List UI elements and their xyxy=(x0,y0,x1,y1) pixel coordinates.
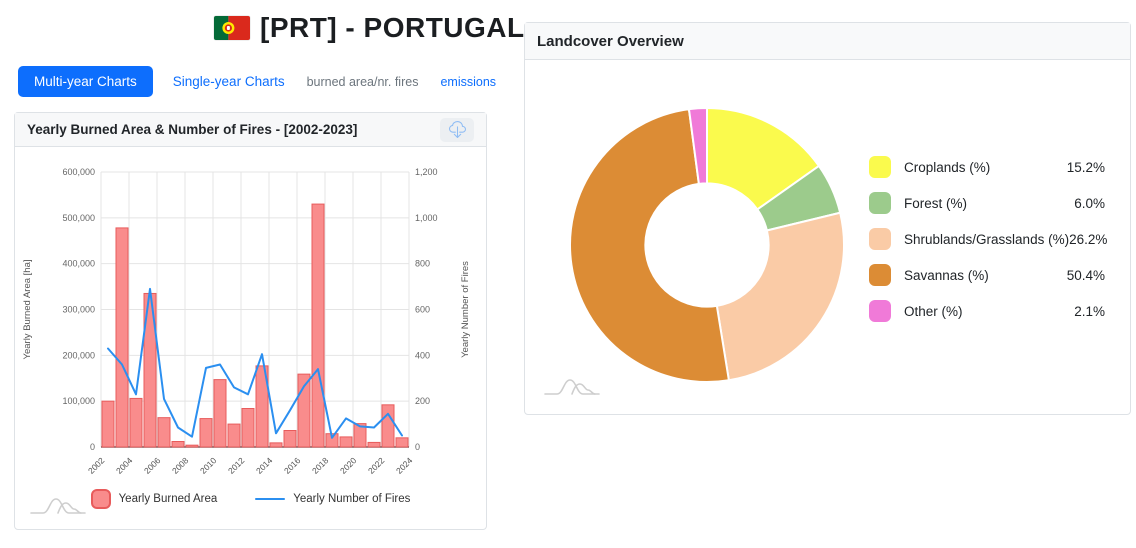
svg-text:400: 400 xyxy=(415,350,430,360)
tab-multi-year-charts[interactable]: Multi-year Charts xyxy=(18,66,153,97)
legend-item-savannas[interactable]: Savannas (%) 50.4% xyxy=(869,264,1105,286)
burned-area-fires-card-title: Yearly Burned Area & Number of Fires - [… xyxy=(27,122,358,137)
svg-text:2022: 2022 xyxy=(366,455,387,476)
svg-text:600,000: 600,000 xyxy=(62,167,95,177)
forest-swatch xyxy=(869,192,891,214)
number-of-fires-line-swatch xyxy=(255,498,286,500)
fires-chart-legend: Yearly Burned Area Yearly Number of Fire… xyxy=(15,489,486,509)
burned-area-fires-card-header: Yearly Burned Area & Number of Fires - [… xyxy=(15,113,486,147)
other-label: Other (%) xyxy=(904,303,963,319)
svg-text:2002: 2002 xyxy=(86,455,107,476)
svg-text:200: 200 xyxy=(415,396,430,406)
shrublands-value: 26.2% xyxy=(1069,231,1108,247)
other-value: 2.1% xyxy=(1074,303,1105,319)
croplands-label: Croplands (%) xyxy=(904,159,991,175)
svg-text:2020: 2020 xyxy=(338,455,359,476)
shrublands-label: Shrublands/Grasslands (%) xyxy=(904,231,1070,247)
burned-area-fires-chart[interactable]: 0 0 100,000 200 200,000 400 300,000 600 400,000 8… xyxy=(15,147,486,487)
savannas-label: Savannas (%) xyxy=(904,267,989,283)
svg-text:300,000: 300,000 xyxy=(62,305,95,315)
forest-value: 6.0% xyxy=(1074,195,1105,211)
svg-text:2006: 2006 xyxy=(142,455,163,476)
landcover-donut-chart[interactable] xyxy=(565,103,849,387)
svg-text:2012: 2012 xyxy=(226,455,247,476)
legend-item-shrublands-grasslands[interactable]: Shrublands/Grasslands (%) 26.2% xyxy=(869,228,1108,250)
svg-text:0: 0 xyxy=(90,442,95,452)
legend-label-number-of-fires: Yearly Number of Fires xyxy=(293,493,411,505)
burned-area-fires-card: Yearly Burned Area & Number of Fires - [… xyxy=(14,112,487,530)
svg-text:Yearly Burned Area [ha]: Yearly Burned Area [ha] xyxy=(22,260,33,360)
croplands-swatch xyxy=(869,156,891,178)
forest-label: Forest (%) xyxy=(904,195,968,211)
svg-text:400,000: 400,000 xyxy=(62,259,95,269)
page-header: [PRT] - PORTUGAL xyxy=(214,12,525,44)
hills-logo-watermark xyxy=(541,373,603,406)
cloud-download-icon xyxy=(448,121,466,138)
svg-text:1,000: 1,000 xyxy=(415,213,438,223)
svg-text:200,000: 200,000 xyxy=(62,350,95,360)
landcover-card-title: Landcover Overview xyxy=(537,32,684,50)
landcover-card-body: Croplands (%) 15.2% Forest (%) 6.0% Shru… xyxy=(525,60,1130,414)
svg-text:100,000: 100,000 xyxy=(62,396,95,406)
legend-item-other[interactable]: Other (%) 2.1% xyxy=(869,300,1105,322)
svg-text:800: 800 xyxy=(415,259,430,269)
svg-text:2016: 2016 xyxy=(282,455,303,476)
svg-text:2010: 2010 xyxy=(198,455,219,476)
tab-bar: Multi-year Charts Single-year Charts bur… xyxy=(18,66,496,97)
burned-area-fires-card-body: 0 0 100,000 200 200,000 400 300,000 600 400,000 8… xyxy=(15,147,486,529)
savannas-value: 50.4% xyxy=(1066,267,1105,283)
subtab-emissions[interactable]: emissions xyxy=(440,74,497,89)
legend-item-forest[interactable]: Forest (%) 6.0% xyxy=(869,192,1105,214)
download-chart-button[interactable] xyxy=(440,117,474,142)
svg-text:600: 600 xyxy=(415,305,430,315)
svg-text:500,000: 500,000 xyxy=(62,213,95,223)
svg-text:2008: 2008 xyxy=(170,455,191,476)
savannas-swatch xyxy=(869,264,891,286)
croplands-value: 15.2% xyxy=(1066,159,1105,175)
svg-text:2014: 2014 xyxy=(254,455,275,476)
tab-single-year-charts[interactable]: Single-year Charts xyxy=(172,74,285,89)
legend-item-number-of-fires[interactable]: Yearly Number of Fires xyxy=(255,493,410,505)
legend-item-croplands[interactable]: Croplands (%) 15.2% xyxy=(869,156,1105,178)
legend-label-burned-area: Yearly Burned Area xyxy=(118,493,218,505)
svg-text:2024: 2024 xyxy=(394,455,415,476)
svg-text:0: 0 xyxy=(415,442,420,452)
landcover-card-header: Landcover Overview xyxy=(525,23,1130,60)
page-title: [PRT] - PORTUGAL xyxy=(260,12,525,43)
legend-item-burned-area[interactable]: Yearly Burned Area xyxy=(90,489,218,509)
portugal-flag-icon xyxy=(214,16,250,40)
burned-area-swatch xyxy=(90,489,111,509)
hills-logo-watermark xyxy=(27,492,89,525)
svg-text:2018: 2018 xyxy=(310,455,331,476)
subtab-burned-area-nr-fires[interactable]: burned area/nr. fires xyxy=(306,74,419,89)
landcover-overview-card: Landcover Overview Croplands (%) 15.2% F… xyxy=(524,22,1131,415)
shrublands-swatch xyxy=(869,228,891,250)
svg-text:1,200: 1,200 xyxy=(415,167,438,177)
svg-text:Yearly Number of Fires: Yearly Number of Fires xyxy=(460,261,471,358)
svg-text:2004: 2004 xyxy=(114,455,135,476)
other-swatch xyxy=(869,300,891,322)
landcover-legend: Croplands (%) 15.2% Forest (%) 6.0% Shru… xyxy=(869,156,1108,336)
